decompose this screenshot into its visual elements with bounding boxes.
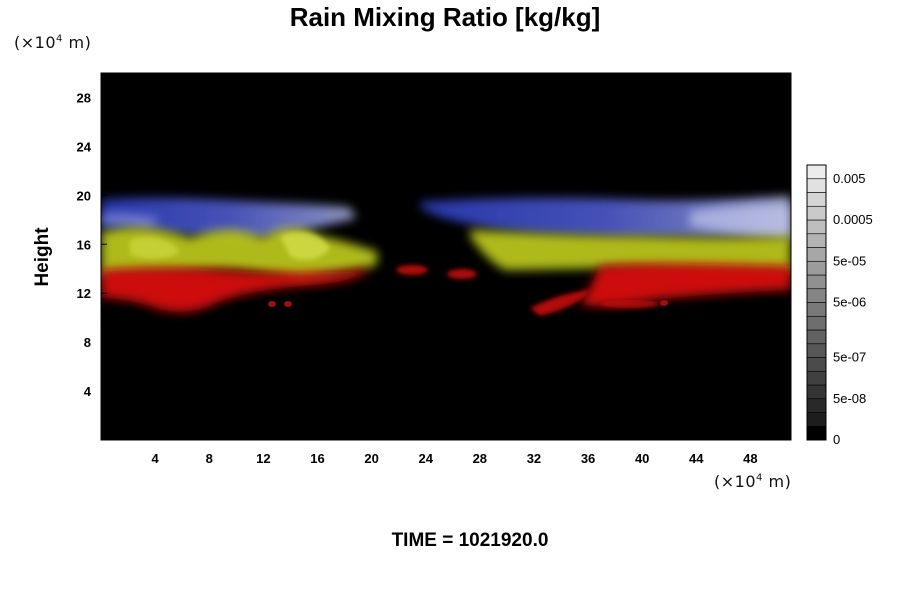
colorbar-label: 5e-06 xyxy=(833,295,866,310)
plot-frame xyxy=(100,72,792,441)
colorbar-level xyxy=(806,274,827,290)
colorbar-level xyxy=(806,205,827,221)
y-tick-label: 8 xyxy=(84,335,91,350)
red-layer-right xyxy=(580,263,791,307)
colorbar-frame xyxy=(806,164,827,441)
colorbar-label: 5e-05 xyxy=(833,253,866,268)
x-axis-unit: (×104 m) xyxy=(714,472,792,491)
blue-highlight-left xyxy=(101,213,160,228)
red-blob-2 xyxy=(447,269,477,279)
colorbar xyxy=(806,164,827,441)
x-tick-label: 36 xyxy=(581,451,595,466)
red-dot-1 xyxy=(268,301,276,307)
colorbar-level xyxy=(806,425,827,441)
x-tick-label: 32 xyxy=(527,451,541,466)
colorbar-label: 0 xyxy=(833,432,840,447)
colorbar-level xyxy=(806,384,827,400)
red-blob-1 xyxy=(396,265,428,275)
rain-field xyxy=(101,196,791,316)
colorbar-label: 5e-08 xyxy=(833,391,866,406)
x-axis-ticks: 4 8 12 16 20 24 28 32 36 40 44 48 xyxy=(152,434,758,466)
colorbar-level xyxy=(806,398,827,413)
x-tick-label: 48 xyxy=(743,451,757,466)
colorbar-level xyxy=(806,178,827,193)
yellow-layer-right xyxy=(470,230,791,272)
colorbar-label: 0.005 xyxy=(833,171,866,186)
colorbar-label: 5e-07 xyxy=(833,350,866,365)
colorbar-level xyxy=(806,192,827,207)
colorbar-level xyxy=(806,370,827,386)
colorbar-label: 0.0005 xyxy=(833,212,873,227)
y-axis-ticks: 4 8 12 16 20 24 28 xyxy=(77,90,107,399)
chart-title: Rain Mixing Ratio [kg/kg] xyxy=(289,2,601,32)
time-label: TIME = 1021920.0 xyxy=(391,530,549,551)
y-tick-label: 16 xyxy=(77,237,91,252)
yellow-bright-spot-2 xyxy=(130,237,180,259)
x-tick-label: 44 xyxy=(689,451,704,466)
colorbar-level xyxy=(806,164,827,180)
colorbar-level xyxy=(806,247,827,262)
x-tick-label: 40 xyxy=(635,451,649,466)
red-dot-3 xyxy=(660,300,668,306)
yellow-bright-spot-1 xyxy=(280,232,330,260)
x-tick-label: 28 xyxy=(473,451,487,466)
x-tick-label: 8 xyxy=(206,451,213,466)
colorbar-level xyxy=(806,329,827,345)
red-dot-2 xyxy=(284,301,292,307)
blue-layer-right xyxy=(420,196,791,240)
y-tick-label: 4 xyxy=(84,384,92,399)
colorbar-level xyxy=(806,412,827,427)
x-tick-label: 20 xyxy=(364,451,378,466)
y-tick-label: 24 xyxy=(77,139,92,154)
colorbar-level xyxy=(806,343,827,358)
red-streak-1 xyxy=(530,290,590,316)
x-tick-label: 24 xyxy=(418,451,433,466)
y-tick-label: 28 xyxy=(77,90,91,105)
colorbar-level xyxy=(806,288,827,303)
colorbar-level xyxy=(806,219,827,235)
x-tick-label: 12 xyxy=(256,451,270,466)
y-tick-label: 12 xyxy=(77,286,91,301)
colorbar-level xyxy=(806,315,827,331)
red-blob-3 xyxy=(600,300,660,308)
colorbar-level xyxy=(806,302,827,317)
y-tick-label: 20 xyxy=(77,188,91,203)
y-axis-unit: (×104 m) xyxy=(14,33,92,52)
red-layer-left xyxy=(101,267,370,312)
colorbar-level xyxy=(806,357,827,372)
colorbar-level xyxy=(806,233,827,248)
colorbar-level xyxy=(806,260,827,276)
blue-highlight-right xyxy=(690,205,791,236)
colorbar-labels: 0 5e-08 5e-07 5e-06 5e-05 0.0005 0.005 xyxy=(833,171,873,447)
x-tick-label: 16 xyxy=(310,451,324,466)
x-tick-label: 4 xyxy=(152,451,160,466)
